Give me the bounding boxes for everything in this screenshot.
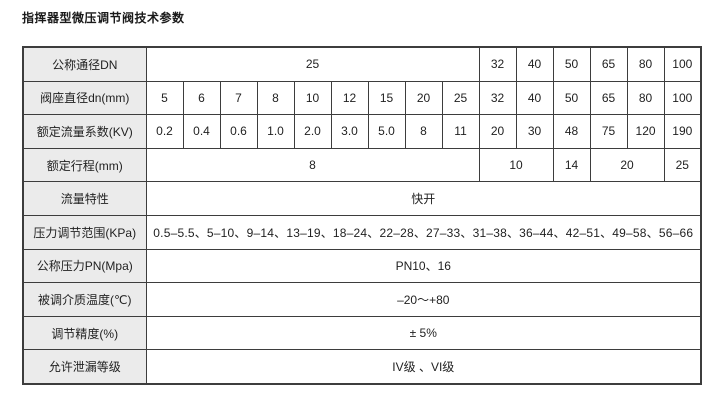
- page-title: 指挥器型微压调节阀技术参数: [22, 11, 185, 25]
- table-cell: 100: [663, 80, 702, 116]
- table-row: 公称通径DN 25 32 40 50 65 80 100: [22, 46, 702, 82]
- table-cell: 20: [478, 114, 517, 149]
- table-cell: 0.5–5.5、5–10、9–14、13–19、18–24、22–28、27–3…: [145, 214, 702, 250]
- table-row: 允许泄漏等级 IV级 、VI级: [22, 349, 702, 385]
- row-label: 额定流量系数(KV): [22, 114, 147, 149]
- table-cell: 11: [441, 114, 480, 149]
- row-label: 阀座直径dn(mm): [22, 80, 147, 116]
- table-cell: 50: [552, 46, 591, 82]
- table-cell: 190: [663, 114, 702, 149]
- table-cell: 120: [626, 114, 665, 149]
- table-cell: 6: [182, 80, 221, 116]
- table-cell: PN10、16: [145, 248, 702, 284]
- table-cell: 80: [626, 80, 665, 116]
- table-cell: 15: [367, 80, 406, 116]
- table-cell: –20～+80: [145, 282, 702, 317]
- parameters-table: 公称通径DN 25 32 40 50 65 80 100 阀座直径dn(mm) 5 6 7 8 10 12 1…: [22, 46, 703, 385]
- table-cell: 8: [256, 80, 295, 116]
- table-cell: 14: [552, 147, 591, 183]
- table-cell: 12: [330, 80, 369, 116]
- table-row: 压力调节范围(KPa) 0.5–5.5、5–10、9–14、13–19、18–24…: [22, 214, 702, 250]
- table-cell: 25: [663, 147, 702, 183]
- table-cell: 5: [145, 80, 184, 116]
- table-cell: 32: [478, 46, 517, 82]
- table-cell: 50: [552, 80, 591, 116]
- table-row: 额定行程(mm) 8 10 14 20 25: [22, 147, 702, 183]
- table-cell: 5.0: [367, 114, 406, 149]
- table-body: 公称通径DN 25 32 40 50 65 80 100 阀座直径dn(mm) 5 6 7 8 10 12 1…: [22, 46, 702, 385]
- table-cell: 32: [478, 80, 517, 116]
- table-cell: IV级 、VI级: [145, 349, 702, 385]
- table-row: 公称压力PN(Mpa) PN10、16: [22, 248, 702, 284]
- table-cell: 0.2: [145, 114, 184, 149]
- row-label: 调节精度(%): [22, 315, 147, 351]
- table-cell: 10: [478, 147, 554, 183]
- row-label: 额定行程(mm): [22, 147, 147, 183]
- table-cell: 10: [293, 80, 332, 116]
- row-label: 允许泄漏等级: [22, 349, 147, 385]
- table-cell: 80: [626, 46, 665, 82]
- table-cell: 25: [441, 80, 480, 116]
- table-cell: 1.0: [256, 114, 295, 149]
- row-label: 流量特性: [22, 181, 147, 216]
- table-cell: 20: [404, 80, 443, 116]
- table-cell: 65: [589, 46, 628, 82]
- table-cell: 8: [404, 114, 443, 149]
- table-row: 调节精度(%) ± 5%: [22, 315, 702, 351]
- table-row: 被调介质温度(℃) –20～+80: [22, 282, 702, 317]
- table-cell: 48: [552, 114, 591, 149]
- table-cell: 8: [145, 147, 480, 183]
- table-cell: ± 5%: [145, 315, 702, 351]
- table-row: 额定流量系数(KV) 0.2 0.4 0.6 1.0 2.0 3.0 5.0 8 11 20 30 48…: [22, 114, 702, 149]
- table-cell: 30: [515, 114, 554, 149]
- table-row: 阀座直径dn(mm) 5 6 7 8 10 12 15 20 25 32 40 50 65 80 100: [22, 80, 702, 116]
- table-row: 流量特性 快开: [22, 181, 702, 216]
- table-cell: 3.0: [330, 114, 369, 149]
- table-cell: 25: [145, 46, 480, 82]
- row-label: 被调介质温度(℃): [22, 282, 147, 317]
- table-cell: 0.6: [219, 114, 258, 149]
- row-label: 压力调节范围(KPa): [22, 214, 147, 250]
- row-label: 公称压力PN(Mpa): [22, 248, 147, 284]
- table-cell: 40: [515, 46, 554, 82]
- table-cell: 快开: [145, 181, 702, 216]
- table-cell: 20: [589, 147, 665, 183]
- table-cell: 0.4: [182, 114, 221, 149]
- table-cell: 65: [589, 80, 628, 116]
- row-label: 公称通径DN: [22, 46, 147, 82]
- table-cell: 100: [663, 46, 702, 82]
- table-cell: 7: [219, 80, 258, 116]
- table-cell: 75: [589, 114, 628, 149]
- table-cell: 40: [515, 80, 554, 116]
- table-cell: 2.0: [293, 114, 332, 149]
